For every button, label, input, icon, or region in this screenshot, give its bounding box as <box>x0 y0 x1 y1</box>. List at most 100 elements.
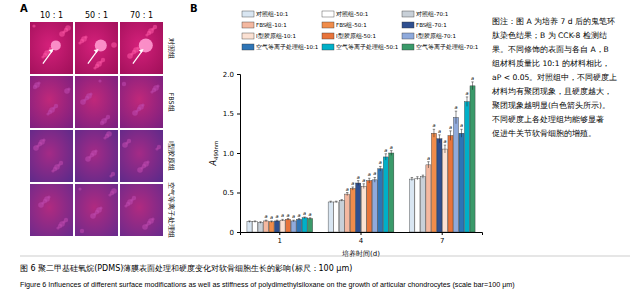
panel-label: A <box>20 3 28 14</box>
cell-texture <box>137 167 143 173</box>
significance-label: a <box>346 186 349 192</box>
caption-line: 图注：图 A 为培养 7 d 后的鬼笔环 <box>492 17 615 26</box>
caption-line: 不同硬度上各处理组均能够显著 <box>492 115 604 124</box>
cell-texture <box>85 156 91 162</box>
cell-texture <box>142 224 148 230</box>
bar <box>448 136 453 232</box>
caption-line: 材料均有聚团现象，且硬度越大， <box>491 87 612 96</box>
error-bar <box>335 201 337 203</box>
error-bar <box>276 220 278 222</box>
caption-note: 图注：图 A 为培养 7 d 后的鬼笔环肽染色结果；B 为 CCK-8 检测结果… <box>491 17 617 138</box>
bar <box>378 169 383 232</box>
y-tick-mark <box>237 232 240 233</box>
x-tick: 1 <box>278 232 282 245</box>
cell-texture <box>132 110 138 116</box>
arrow-head <box>139 49 144 53</box>
significance-label: a <box>465 90 468 96</box>
cell-texture <box>109 174 112 177</box>
significance-label: a <box>384 147 387 153</box>
error-bar <box>374 177 376 182</box>
error-bar <box>352 187 354 190</box>
error-bar <box>292 220 294 222</box>
bar <box>383 157 388 232</box>
bar <box>431 133 436 232</box>
bar <box>328 202 333 232</box>
significance-label: a <box>390 144 393 150</box>
cell-texture <box>124 204 127 207</box>
significance-label: a <box>460 122 463 128</box>
legend-swatch <box>242 33 254 39</box>
cell-texture <box>122 82 126 86</box>
micrograph <box>30 22 73 74</box>
error-bar <box>254 221 256 223</box>
y-tick: 1.0 <box>223 150 240 158</box>
cell-texture <box>100 121 104 125</box>
cell-texture <box>108 193 111 196</box>
cell-texture <box>32 24 35 27</box>
panel-label: B <box>190 3 198 14</box>
error-bar <box>471 82 473 90</box>
bars <box>247 82 475 232</box>
x-axis-title: 培养时间(d) <box>341 250 380 258</box>
cell-texture <box>150 90 153 93</box>
error-bar <box>368 178 370 183</box>
error-bar <box>422 175 424 178</box>
bar <box>367 181 372 232</box>
legend-swatch <box>402 11 414 17</box>
x-tick-label: 4 <box>359 237 364 245</box>
bar <box>339 200 344 232</box>
error-bar <box>265 220 267 222</box>
significance-label: a <box>281 212 284 218</box>
error-bar <box>287 219 289 221</box>
cell-texture <box>78 41 81 44</box>
bar <box>420 177 425 232</box>
legend-swatch <box>242 44 254 50</box>
error-bar <box>248 221 250 223</box>
row-label: 空气等离子处理组 <box>167 182 175 238</box>
bar <box>274 221 279 232</box>
arrow-head <box>49 49 54 53</box>
caption-line: aP < 0.05。对照组中，不同硬度上 <box>492 73 617 82</box>
error-bar <box>444 145 446 153</box>
micrograph <box>30 184 73 236</box>
legend-swatch <box>322 33 334 39</box>
legend-swatch <box>402 22 414 28</box>
micrograph <box>75 130 118 182</box>
panel-a: 10 : 150 : 170 : 1对照组FBS组Ⅰ型胶原组空气等离子处理组 <box>30 11 175 238</box>
cell-cluster <box>51 40 61 50</box>
column-header: 50 : 1 <box>85 11 108 20</box>
bar <box>437 139 442 232</box>
error-bar <box>329 201 331 203</box>
significance-label: a <box>275 213 278 219</box>
error-bar <box>363 184 365 189</box>
micrograph <box>120 22 163 74</box>
y-tick-label: 0 <box>230 229 234 237</box>
legend-swatch <box>322 11 334 17</box>
bar <box>350 189 355 232</box>
micrograph <box>120 76 163 128</box>
bar <box>442 149 447 232</box>
bar <box>361 186 366 232</box>
cell-texture <box>80 229 84 233</box>
bar <box>459 133 464 232</box>
significance-label: a <box>373 170 376 176</box>
bar <box>426 165 431 232</box>
micrograph <box>120 130 163 182</box>
legend-label: 空气等离子处理组-10:1 <box>256 43 318 50</box>
legend-swatch <box>322 44 334 50</box>
row-label: FBS组 <box>167 92 175 111</box>
caption-line: 聚团现象越明显(白色箭头所示)。 <box>492 101 610 110</box>
legend-swatch <box>242 11 254 17</box>
error-bar <box>455 111 457 124</box>
bar <box>263 221 268 232</box>
bar <box>280 220 285 232</box>
x-tick-label: 1 <box>278 237 282 245</box>
legend-label: 对照组-70:1 <box>416 11 448 17</box>
cell-cluster <box>139 38 153 52</box>
y-tick: 2.0 <box>223 71 240 79</box>
significance-label: a <box>270 214 273 220</box>
cell-texture <box>33 145 39 151</box>
error-bar <box>416 177 418 180</box>
bar <box>247 222 252 232</box>
bar <box>356 183 361 232</box>
